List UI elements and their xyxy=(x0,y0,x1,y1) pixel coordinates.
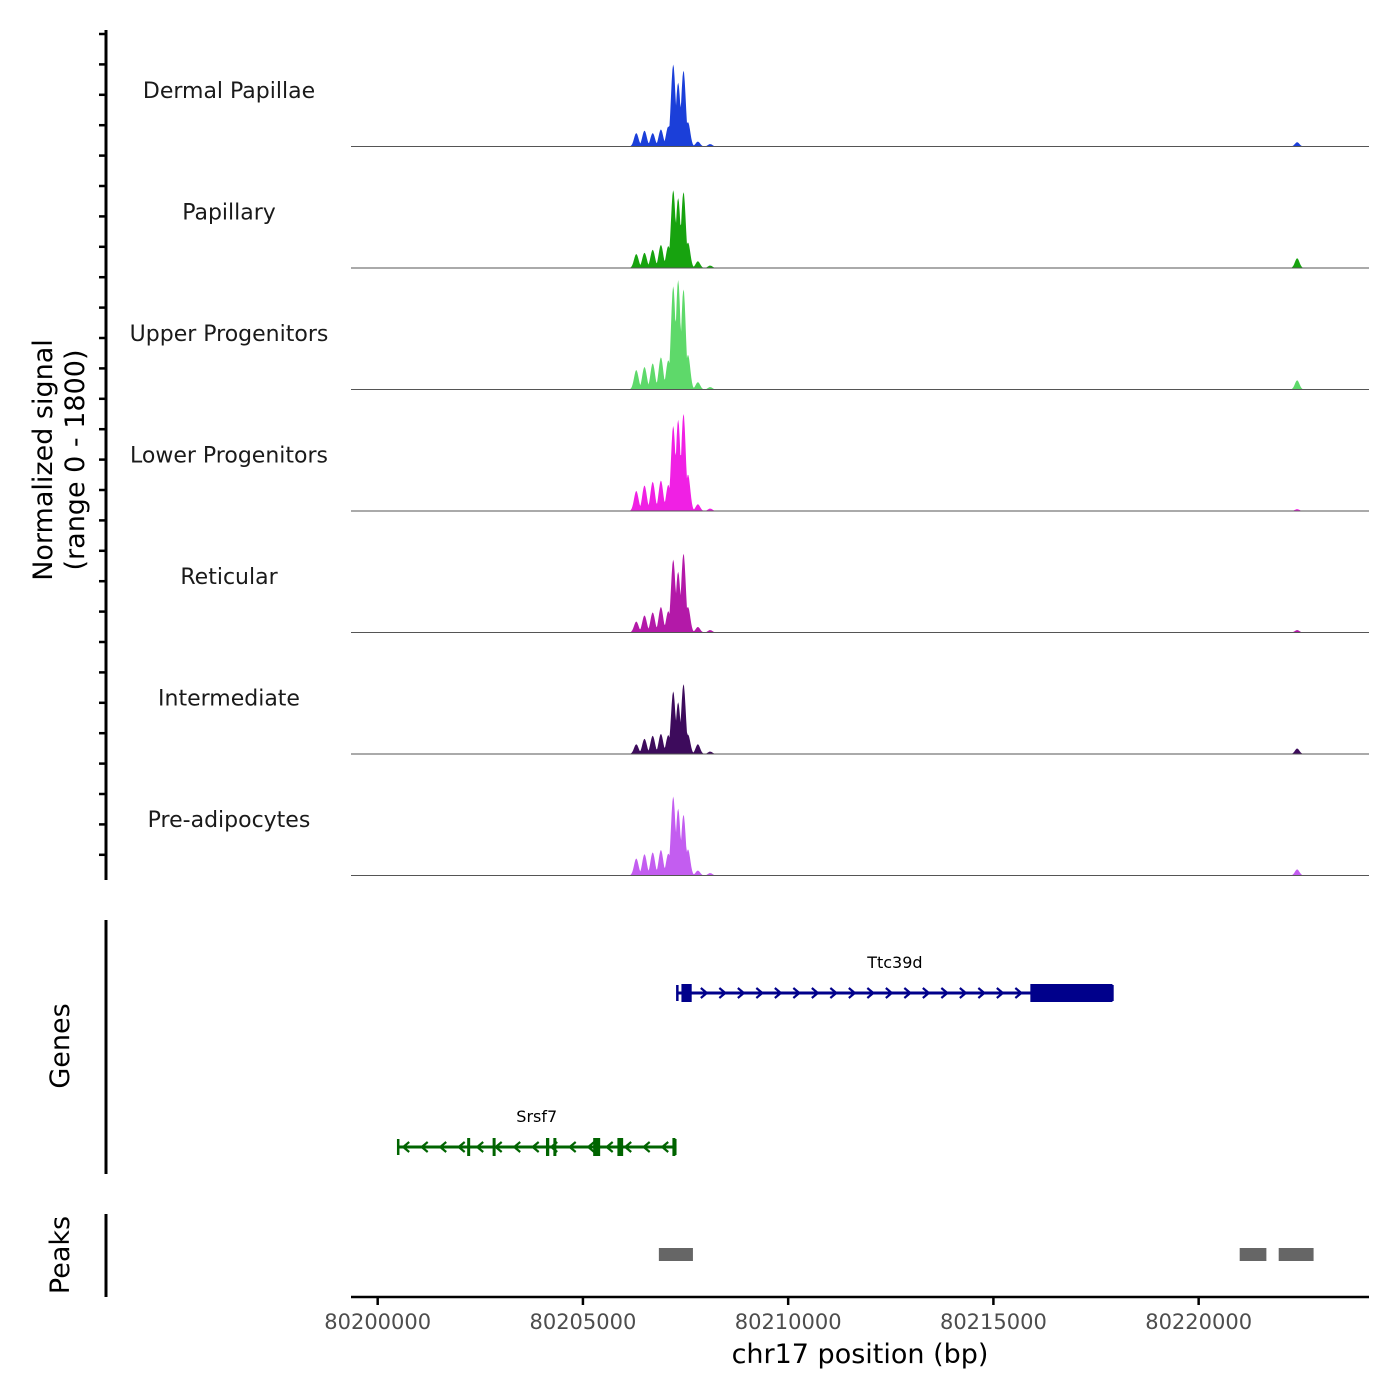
strand-arrow xyxy=(922,987,931,999)
peaks-side-label: Peaks xyxy=(45,1216,76,1294)
strand-arrow xyxy=(848,987,857,999)
strand-arrow xyxy=(755,987,765,999)
track-label: Dermal Papillae xyxy=(143,79,315,104)
track-pre-adipocytes: Pre-adipocytes xyxy=(148,796,1369,876)
exon xyxy=(681,984,692,1002)
strand-arrow xyxy=(774,987,783,999)
strand-arrow xyxy=(419,1141,429,1153)
strand-arrow xyxy=(641,1141,651,1153)
strand-arrow xyxy=(829,987,839,999)
track-dermal-papillae: Dermal Papillae xyxy=(143,64,1369,147)
strand-arrow xyxy=(811,987,820,999)
exon xyxy=(1030,984,1113,1002)
strand-arrow xyxy=(567,1141,577,1153)
gene-track: Ttc39d Srsf7 xyxy=(396,953,1114,1156)
genes-side-label: Genes xyxy=(45,1003,76,1088)
strand-arrow xyxy=(604,1141,614,1153)
strand-arrow xyxy=(718,987,728,999)
coverage-area xyxy=(351,190,1369,268)
strand-arrow xyxy=(996,987,1005,999)
exon xyxy=(593,1138,601,1156)
x-tick-label: 80215000 xyxy=(940,1310,1047,1334)
x-tick-label: 80205000 xyxy=(529,1310,636,1334)
coverage-axis-ticks xyxy=(99,32,106,857)
coverage-tracks: Dermal Papillae Papillary Upper Progenitor… xyxy=(130,64,1369,876)
x-tick-label: 80200000 xyxy=(324,1310,431,1334)
track-label: Reticular xyxy=(180,565,278,590)
y-axis-title: Normalized signal (range 0 - 1800) xyxy=(28,339,91,581)
x-tick-label: 80210000 xyxy=(735,1310,842,1334)
gene-srsf7: Srsf7 xyxy=(396,1107,677,1156)
strand-arrow xyxy=(401,1141,410,1153)
exon xyxy=(672,1138,676,1156)
peak-region xyxy=(1278,1248,1314,1261)
track-intermediate: Intermediate xyxy=(158,684,1369,755)
track-reticular: Reticular xyxy=(180,553,1369,633)
track-papillary: Papillary xyxy=(182,190,1369,269)
peak-region xyxy=(658,1248,693,1261)
track-label: Upper Progenitors xyxy=(130,322,329,347)
y-axis-title-line1: Normalized signal xyxy=(28,339,59,581)
strand-arrow xyxy=(792,987,802,999)
strand-arrow xyxy=(456,1141,466,1153)
track-label: Papillary xyxy=(182,201,276,226)
strand-arrow xyxy=(959,987,968,999)
track-label: Intermediate xyxy=(158,687,300,712)
strand-arrow xyxy=(586,1141,595,1153)
exon xyxy=(545,1138,550,1156)
gene-label: Srsf7 xyxy=(516,1107,557,1126)
y-axis-title-line2: (range 0 - 1800) xyxy=(60,350,91,571)
coverage-area xyxy=(351,280,1369,390)
exon xyxy=(467,1138,471,1156)
strand-arrow xyxy=(866,987,876,999)
gene-ttc39d: Ttc39d xyxy=(676,953,1114,1002)
coverage-area xyxy=(351,796,1369,876)
strand-arrow xyxy=(660,1141,669,1153)
strand-arrow xyxy=(438,1141,447,1153)
strand-arrow xyxy=(475,1141,484,1153)
x-tick-label: 80220000 xyxy=(1145,1310,1252,1334)
track-label: Pre-adipocytes xyxy=(148,808,311,833)
strand-arrow xyxy=(737,987,746,999)
gene-label: Ttc39d xyxy=(866,953,922,972)
coverage-area xyxy=(351,684,1369,754)
track-upper-progenitors: Upper Progenitors xyxy=(130,280,1369,390)
strand-arrow xyxy=(700,987,709,999)
strand-arrow xyxy=(940,987,950,999)
strand-arrow xyxy=(512,1141,521,1153)
peak-region xyxy=(1239,1248,1267,1261)
x-axis-title: chr17 position (bp) xyxy=(732,1339,989,1370)
exon xyxy=(553,1138,557,1156)
strand-arrow xyxy=(903,987,913,999)
strand-arrow xyxy=(977,987,987,999)
x-axis-ticks: 80200000 80205000 80210000 80215000 80220000 xyxy=(324,1297,1252,1334)
strand-arrow xyxy=(530,1141,540,1153)
strand-arrow xyxy=(493,1141,503,1153)
track-lower-progenitors: Lower Progenitors xyxy=(130,414,1369,512)
coverage-area xyxy=(351,414,1369,511)
track-label: Lower Progenitors xyxy=(130,444,328,469)
exon xyxy=(617,1138,624,1156)
peak-track xyxy=(658,1248,1314,1261)
strand-arrow xyxy=(885,987,894,999)
strand-arrow xyxy=(1014,987,1024,999)
coverage-area xyxy=(351,553,1369,633)
coverage-area xyxy=(351,64,1369,147)
strand-arrow xyxy=(623,1141,632,1153)
exon xyxy=(492,1138,496,1156)
